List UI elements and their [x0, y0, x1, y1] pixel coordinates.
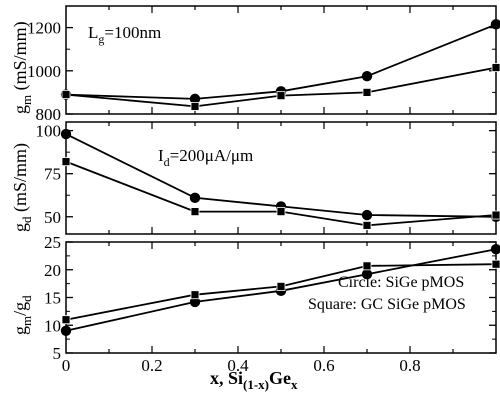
x-tick-label: 0 [62, 356, 71, 375]
x-tick-label: 0.2 [141, 356, 162, 375]
panel-gm-point-square [276, 91, 286, 101]
panel-ratio-point-circle [189, 296, 201, 308]
panel-gm-point-circle [361, 71, 373, 82]
panel-ratio-point-circle [361, 268, 373, 280]
panel-ratio-point-square [276, 281, 286, 291]
panel-gm-annotation: Lg=100nm [88, 23, 161, 46]
panel-gd-frame [65, 121, 497, 235]
panel-gd-ytick-label: 50 [44, 208, 61, 227]
panel-gm-point-circle [490, 19, 500, 30]
panel-gd-point-circle [189, 192, 201, 204]
panel-gd-ytick-label: 75 [44, 165, 61, 184]
panel-gm-ytick-label: 1000 [27, 62, 61, 81]
panel-ratio-ytick-label: 20 [44, 261, 61, 280]
panel-gm-point-circle [189, 93, 201, 105]
panel-ratio-point-square [491, 259, 500, 269]
x-tick-label: 0.8 [399, 356, 420, 375]
legend-square-text: Square: GC SiGe pMOS [308, 296, 466, 313]
x-tick-label: 0.4 [227, 356, 249, 375]
panel-gm-ytick-label: 800 [36, 105, 62, 124]
panel-ratio-ylabel: gm/gd [10, 295, 34, 335]
panel-ratio-ytick-label: 10 [44, 316, 61, 335]
panel-ratio-ytick-label: 25 [44, 233, 61, 252]
panel-gm-point-square [491, 63, 500, 72]
panel-ratio-ytick-label: 15 [44, 289, 61, 308]
panel-ratio-point-square [362, 261, 372, 271]
panel-gm-point-square [362, 88, 372, 97]
panel-gd-point-square [190, 207, 200, 217]
panel-gm-ytick-label: 1200 [27, 19, 61, 38]
panel-gd-point-square [61, 157, 71, 167]
panel-ratio-point-square [61, 315, 71, 325]
panel-gm-ylabel: gm (mS/mm) [10, 21, 34, 114]
panel-gd-annotation: Id=200μA/μm [158, 146, 253, 169]
panel-gm-point-square [190, 102, 200, 111]
panel-gd-point-square [276, 207, 286, 217]
panel-ratio-point-circle [490, 244, 500, 255]
panel-gd-point-circle [361, 209, 373, 221]
x-tick-label: 0.6 [313, 356, 334, 375]
panel-gd-ytick-label: 100 [36, 122, 62, 141]
panel-gm-point-square [61, 90, 71, 99]
panel-gd-point-square [491, 210, 500, 220]
panel-gd-point-circle [60, 128, 72, 140]
x-axis-label: x, Si(1-x)Gex [210, 368, 298, 392]
panel-gd-point-square [362, 220, 372, 230]
panel-gd-ylabel: gd (mS/mm) [10, 143, 34, 232]
panel-ratio-point-circle [60, 325, 72, 336]
panel-ratio-point-square [190, 290, 200, 300]
chart-marks: 800 1000 1200 50 75 100 5 10 15 20 25 0 0.2 0.4 0.6 0.8 [27, 6, 500, 375]
panel-ratio-ytick-label: 5 [53, 344, 62, 363]
